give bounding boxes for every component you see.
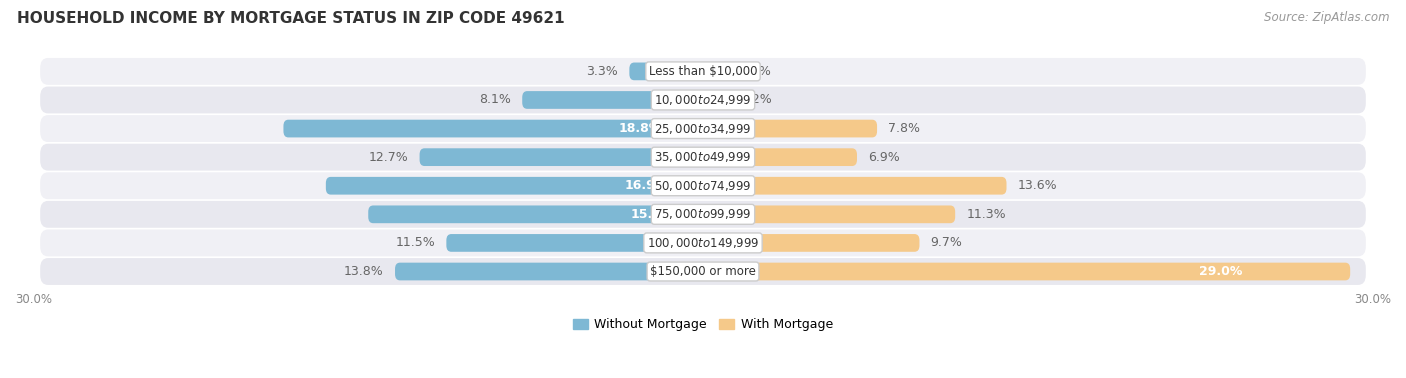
Text: 13.8%: 13.8%: [344, 265, 384, 278]
FancyBboxPatch shape: [41, 201, 1365, 228]
Text: 7.8%: 7.8%: [889, 122, 921, 135]
Text: 8.1%: 8.1%: [479, 93, 510, 107]
FancyBboxPatch shape: [703, 148, 858, 166]
FancyBboxPatch shape: [630, 62, 703, 80]
FancyBboxPatch shape: [703, 120, 877, 138]
FancyBboxPatch shape: [446, 234, 703, 252]
FancyBboxPatch shape: [703, 177, 1007, 195]
Text: Source: ZipAtlas.com: Source: ZipAtlas.com: [1264, 11, 1389, 24]
FancyBboxPatch shape: [284, 120, 703, 138]
Text: 9.7%: 9.7%: [931, 236, 963, 249]
FancyBboxPatch shape: [41, 258, 1365, 285]
Text: 11.3%: 11.3%: [966, 208, 1005, 221]
Text: 1.2%: 1.2%: [741, 93, 773, 107]
Text: $150,000 or more: $150,000 or more: [650, 265, 756, 278]
FancyBboxPatch shape: [41, 144, 1365, 170]
Text: 0.74%: 0.74%: [731, 65, 770, 78]
Text: 18.8%: 18.8%: [619, 122, 662, 135]
FancyBboxPatch shape: [41, 172, 1365, 199]
Text: $50,000 to $74,999: $50,000 to $74,999: [654, 179, 752, 193]
Text: $100,000 to $149,999: $100,000 to $149,999: [647, 236, 759, 250]
Text: 15.0%: 15.0%: [631, 208, 675, 221]
Text: 6.9%: 6.9%: [868, 151, 900, 164]
Text: 13.6%: 13.6%: [1018, 179, 1057, 192]
FancyBboxPatch shape: [703, 234, 920, 252]
Text: $25,000 to $34,999: $25,000 to $34,999: [654, 122, 752, 136]
FancyBboxPatch shape: [703, 62, 720, 80]
Text: 16.9%: 16.9%: [624, 179, 668, 192]
Text: 3.3%: 3.3%: [586, 65, 619, 78]
FancyBboxPatch shape: [522, 91, 703, 109]
Text: HOUSEHOLD INCOME BY MORTGAGE STATUS IN ZIP CODE 49621: HOUSEHOLD INCOME BY MORTGAGE STATUS IN Z…: [17, 11, 564, 26]
Text: 11.5%: 11.5%: [395, 236, 436, 249]
FancyBboxPatch shape: [368, 206, 703, 223]
FancyBboxPatch shape: [326, 177, 703, 195]
Text: $75,000 to $99,999: $75,000 to $99,999: [654, 208, 752, 222]
FancyBboxPatch shape: [41, 87, 1365, 113]
FancyBboxPatch shape: [41, 115, 1365, 142]
Text: 29.0%: 29.0%: [1199, 265, 1243, 278]
FancyBboxPatch shape: [703, 206, 955, 223]
Text: $35,000 to $49,999: $35,000 to $49,999: [654, 150, 752, 164]
FancyBboxPatch shape: [395, 263, 703, 280]
Legend: Without Mortgage, With Mortgage: Without Mortgage, With Mortgage: [568, 313, 838, 336]
FancyBboxPatch shape: [41, 58, 1365, 85]
FancyBboxPatch shape: [41, 229, 1365, 256]
FancyBboxPatch shape: [703, 91, 730, 109]
Text: Less than $10,000: Less than $10,000: [648, 65, 758, 78]
FancyBboxPatch shape: [703, 263, 1350, 280]
Text: 12.7%: 12.7%: [368, 151, 408, 164]
FancyBboxPatch shape: [419, 148, 703, 166]
Text: $10,000 to $24,999: $10,000 to $24,999: [654, 93, 752, 107]
